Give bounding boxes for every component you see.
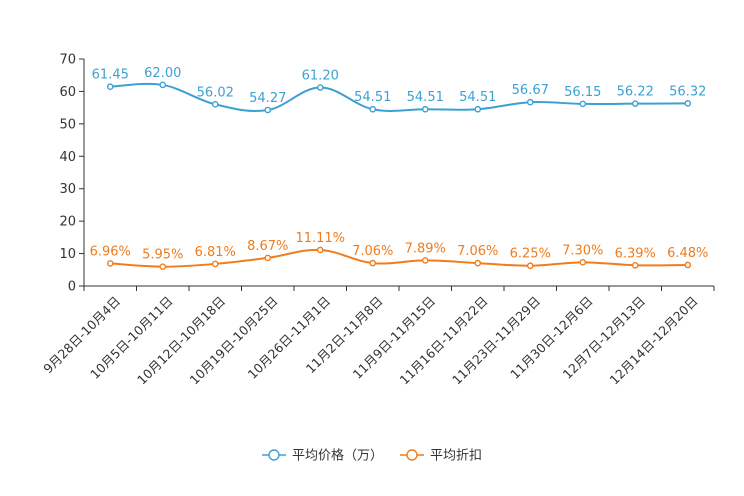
data-label: 62.00 bbox=[144, 66, 181, 81]
y-tick-label: 10 bbox=[59, 247, 76, 262]
data-point[interactable] bbox=[684, 261, 692, 269]
data-point[interactable] bbox=[264, 106, 272, 114]
data-label: 6.25% bbox=[510, 247, 551, 262]
x-tick-label: 11月16日-11月22日 bbox=[397, 293, 491, 387]
legend-marker-icon bbox=[406, 449, 418, 461]
data-point[interactable] bbox=[474, 105, 482, 113]
series-lines bbox=[110, 82, 688, 268]
data-label: 7.06% bbox=[457, 244, 498, 259]
data-label: 54.51 bbox=[354, 90, 391, 105]
data-label: 54.51 bbox=[407, 90, 444, 105]
y-tick-label: 20 bbox=[59, 215, 76, 230]
y-tick-label: 70 bbox=[59, 53, 76, 68]
data-label: 56.32 bbox=[669, 84, 706, 99]
legend-item-1[interactable]: 平均折扣 bbox=[400, 449, 482, 464]
legend[interactable]: 平均价格（万） 平均折扣 bbox=[262, 448, 482, 464]
data-point[interactable] bbox=[369, 259, 377, 267]
data-label: 7.30% bbox=[562, 243, 603, 258]
series-line-0 bbox=[110, 82, 688, 113]
data-point[interactable] bbox=[579, 100, 587, 108]
y-tick-label: 40 bbox=[59, 150, 76, 165]
x-tick-label: 12月14日-12月20日 bbox=[607, 293, 701, 387]
data-label: 7.06% bbox=[352, 244, 393, 259]
data-points bbox=[106, 81, 692, 271]
data-label: 5.95% bbox=[142, 248, 183, 263]
data-point[interactable] bbox=[106, 83, 114, 91]
data-point[interactable] bbox=[421, 257, 429, 264]
data-point[interactable] bbox=[421, 105, 429, 113]
y-tick-label: 0 bbox=[68, 280, 76, 295]
data-point[interactable] bbox=[106, 260, 114, 267]
data-point[interactable] bbox=[369, 105, 377, 113]
data-point[interactable] bbox=[159, 263, 167, 271]
data-label: 8.67% bbox=[247, 239, 288, 254]
data-point[interactable] bbox=[211, 260, 219, 268]
data-labels: 61.45 62.00 56.02 54.27 61.20 54.51 54.51 54.51… bbox=[90, 66, 709, 263]
data-point[interactable] bbox=[526, 98, 534, 106]
data-label: 11.11% bbox=[295, 231, 345, 246]
data-point[interactable] bbox=[579, 259, 587, 266]
data-label: 61.45 bbox=[92, 68, 129, 83]
data-point[interactable] bbox=[211, 101, 219, 108]
data-point[interactable] bbox=[316, 84, 324, 91]
data-label: 6.48% bbox=[667, 246, 708, 261]
data-point[interactable] bbox=[159, 81, 167, 89]
data-label: 61.20 bbox=[302, 69, 339, 84]
data-label: 54.27 bbox=[249, 91, 286, 106]
data-label: 6.96% bbox=[90, 244, 131, 259]
data-point[interactable] bbox=[526, 262, 534, 270]
data-point[interactable] bbox=[631, 261, 639, 269]
legend-marker-icon bbox=[268, 449, 280, 461]
y-tick-label: 60 bbox=[59, 85, 76, 100]
data-label: 56.02 bbox=[197, 85, 234, 100]
data-label: 56.22 bbox=[617, 85, 654, 100]
y-tick-label: 50 bbox=[59, 117, 76, 132]
data-point[interactable] bbox=[264, 254, 272, 262]
series-line-1 bbox=[110, 248, 688, 268]
data-point[interactable] bbox=[474, 259, 482, 267]
data-label: 56.15 bbox=[564, 85, 601, 100]
legend-item-0[interactable]: 平均价格（万） bbox=[262, 448, 383, 464]
data-point[interactable] bbox=[631, 100, 639, 107]
y-tick-label: 30 bbox=[59, 182, 76, 197]
x-tick-label: 11月23日-11月29日 bbox=[449, 293, 543, 387]
x-tick-label: 10月19日-10月25日 bbox=[187, 293, 281, 387]
data-point[interactable] bbox=[684, 100, 692, 107]
legend-label: 平均价格（万） bbox=[292, 448, 383, 464]
data-label: 56.67 bbox=[512, 83, 549, 98]
data-label: 6.81% bbox=[195, 245, 236, 260]
x-tick-label: 10月12日-10月18日 bbox=[134, 293, 228, 387]
data-label: 6.39% bbox=[615, 246, 656, 261]
data-label: 7.89% bbox=[405, 241, 446, 256]
data-point[interactable] bbox=[316, 246, 324, 254]
data-label: 54.51 bbox=[459, 90, 496, 105]
legend-label: 平均折扣 bbox=[430, 449, 482, 464]
